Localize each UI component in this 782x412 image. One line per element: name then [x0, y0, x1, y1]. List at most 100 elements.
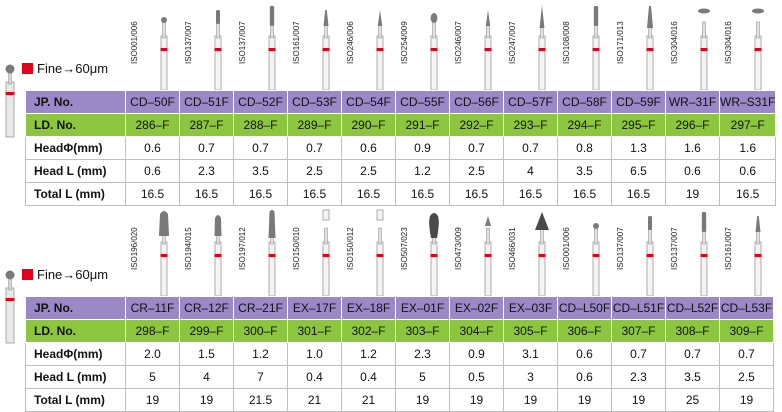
iso-code: ISO137/007: [670, 227, 679, 270]
table-cell: CD–57F: [503, 90, 558, 114]
table-cell: 3.5: [233, 159, 288, 183]
table-cell: 19: [611, 388, 666, 412]
table-cell: 0.7: [179, 136, 234, 160]
table-cell: 0.6: [557, 342, 612, 366]
bur-shape-bullet-thin: [214, 215, 222, 296]
bur-section-1: Fine→60μm ISO001/006 ISO137/007 ISO137/007 I…: [0, 0, 782, 206]
bur-shape-wheel: [752, 8, 764, 90]
table-cell: 3.5: [557, 159, 612, 183]
iso-code: ISO196/020: [130, 227, 139, 270]
table-cell: 286–F: [125, 113, 180, 137]
table-cell: 0.6: [341, 136, 396, 160]
iso-code: ISO171/013: [616, 21, 625, 64]
table-cell: 4: [503, 159, 558, 183]
spec-table: JP. No. CR–11F CR–12F CR–21F EX–17F EX–18F EX–…: [25, 296, 774, 412]
fine-grit-label: Fine→60μm: [22, 266, 108, 282]
bur-shape-cyl-long: [268, 6, 276, 90]
bur-section-2: Fine→60μm ISO196/020 ISO194/015 ISO197/012 I…: [0, 206, 782, 412]
iso-code: ISO150/012: [346, 227, 355, 270]
bur-shape-cyl: [214, 10, 222, 90]
table-cell: 16.5: [179, 182, 234, 206]
iso-code: ISO161/007: [292, 21, 301, 64]
table-cell: CD–54F: [341, 90, 396, 114]
bur-shape-plain: [376, 209, 384, 296]
table-cell: 2.5: [719, 365, 774, 389]
table-cell: 16.5: [611, 182, 666, 206]
bur-shape-taper: [322, 10, 330, 90]
row-header: Total L (mm): [25, 388, 126, 412]
table-cell: 16.5: [341, 182, 396, 206]
bur-drawing: ISO161/007: [720, 208, 774, 296]
table-cell: 290–F: [341, 113, 396, 137]
table-cell: 1.2: [341, 342, 396, 366]
table-cell: CR–12F: [179, 296, 234, 320]
iso-code: ISO246/007: [454, 21, 463, 64]
table-cell: 299–F: [179, 319, 234, 343]
table-cell: 302–F: [341, 319, 396, 343]
bur-drawing: ISO001/006: [126, 2, 180, 90]
bur-drawing: ISO196/020: [126, 208, 180, 296]
iso-code: ISO507/023: [400, 227, 409, 270]
bur-drawing: ISO466/031: [504, 208, 558, 296]
bur-drawing: ISO473/009: [450, 208, 504, 296]
bur-shape-cyl-long: [700, 212, 708, 296]
table-cell: 308–F: [665, 319, 720, 343]
table-cell: 287–F: [179, 113, 234, 137]
row-header: Total L (mm): [25, 182, 126, 206]
iso-code: ISO150/010: [292, 227, 301, 270]
row-ld: LD. No. 286–F 287–F 288–F 289–F 290–F 291–F 292…: [25, 113, 777, 137]
row-header: Head L (mm): [25, 159, 126, 183]
table-cell: 1.2: [233, 342, 288, 366]
iso-code: ISO194/015: [184, 227, 193, 270]
table-cell: 16.5: [395, 182, 450, 206]
table-cell: 19: [503, 388, 558, 412]
table-cell: CD–L53F: [719, 296, 774, 320]
table-cell: 1.0: [287, 342, 342, 366]
bur-shape-bullet-long: [268, 210, 276, 296]
table-cell: 16.5: [449, 182, 504, 206]
spec-table: JP. No. CD–50F CD–51F CD–52F CD–53F CD–54F CD–…: [25, 90, 777, 206]
table-cell: 1.6: [718, 136, 777, 160]
table-cell: 5: [125, 365, 180, 389]
iso-code: ISO466/031: [508, 227, 517, 270]
bur-shape-plain: [322, 209, 330, 296]
table-cell: 300–F: [233, 319, 288, 343]
table-cell: 0.4: [287, 365, 342, 389]
table-cell: 6.5: [611, 159, 666, 183]
fine-grit-label: Fine→60μm: [22, 60, 108, 76]
table-cell: 2.5: [287, 159, 342, 183]
table-cell: 0.5: [449, 365, 504, 389]
table-cell: EX–02F: [449, 296, 504, 320]
table-cell: 16.5: [287, 182, 342, 206]
row-header: JP. No.: [25, 90, 126, 114]
bur-shape-needle: [376, 10, 384, 90]
bur-drawing: ISO246/006: [342, 2, 396, 90]
table-cell: CD–L51F: [611, 296, 666, 320]
table-cell: 2.5: [341, 159, 396, 183]
row-head-d: HeadΦ(mm) 2.0 1.5 1.2 1.0 1.2 2.3 0.9 3.1 0.6 0.7 0…: [25, 342, 774, 366]
iso-code: ISO137/007: [238, 21, 247, 64]
fine-grit-marker: [22, 62, 33, 74]
table-cell: 5: [395, 365, 450, 389]
row-header: HeadΦ(mm): [25, 136, 126, 160]
table-cell: CD–51F: [179, 90, 234, 114]
bur-shape-needle: [484, 10, 492, 90]
table-cell: 19: [557, 388, 612, 412]
bur-drawings: ISO001/006 ISO137/007 ISO137/007 ISO161/007…: [126, 2, 778, 90]
table-cell: 0.4: [341, 365, 396, 389]
table-cell: 1.6: [665, 136, 720, 160]
table-cell: 294–F: [557, 113, 612, 137]
iso-code: ISO197/012: [238, 227, 247, 270]
row-head-l: Head L (mm) 5 4 7 0.4 0.4 5 0.5 3 0.6 2.3 3.5 2.5: [25, 365, 774, 389]
table-cell: EX–01F: [395, 296, 450, 320]
table-cell: CD–56F: [449, 90, 504, 114]
table-cell: CD–L50F: [557, 296, 612, 320]
table-cell: CD–50F: [125, 90, 180, 114]
table-cell: 0.9: [395, 136, 450, 160]
table-cell: 0.7: [233, 136, 288, 160]
table-cell: 2.3: [395, 342, 450, 366]
row-head-d: HeadΦ(mm) 0.6 0.7 0.7 0.7 0.6 0.9 0.7 0.7 0.8 1.3 1…: [25, 136, 777, 160]
table-cell: 304–F: [449, 319, 504, 343]
table-cell: 2.3: [611, 365, 666, 389]
table-cell: 303–F: [395, 319, 450, 343]
